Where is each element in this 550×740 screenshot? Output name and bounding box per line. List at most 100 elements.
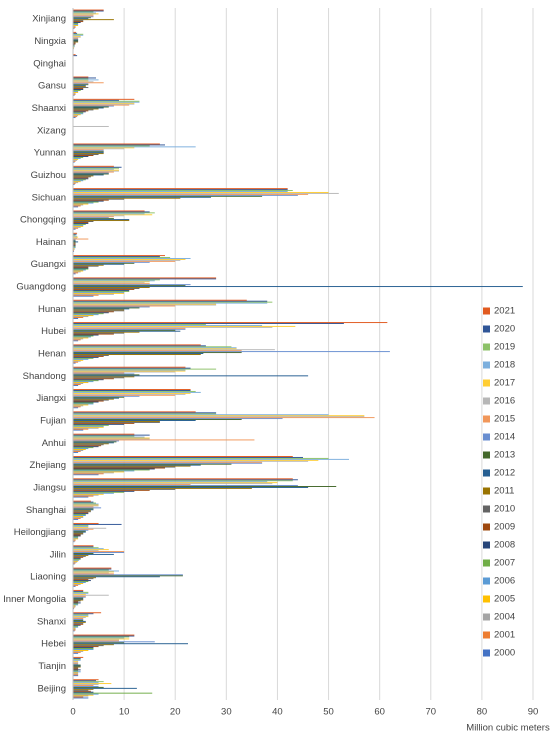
- bar: [73, 269, 86, 271]
- bar: [73, 80, 89, 82]
- bar: [73, 423, 125, 425]
- bar: [73, 77, 96, 79]
- bar: [73, 531, 86, 533]
- bar: [73, 573, 114, 575]
- bar: [73, 581, 89, 583]
- bar: [73, 402, 94, 404]
- bar: [73, 510, 91, 512]
- legend-label: 2001: [494, 630, 515, 641]
- bar: [73, 490, 135, 492]
- bar: [73, 14, 94, 16]
- bar: [73, 38, 79, 40]
- bar: [73, 329, 176, 331]
- bar: [73, 492, 114, 494]
- bar: [73, 393, 186, 395]
- bar: [73, 670, 79, 672]
- bar: [73, 657, 81, 659]
- y-tick-label: Hubei: [41, 326, 66, 337]
- legend-label: 2021: [494, 306, 515, 317]
- y-tick-label: Gansu: [38, 81, 66, 92]
- bar: [73, 16, 94, 18]
- bar: [73, 280, 155, 282]
- bar: [73, 401, 99, 403]
- legend-swatch: [483, 649, 490, 657]
- bar: [73, 243, 76, 245]
- legend-label: 2014: [494, 432, 515, 443]
- bar: [73, 200, 104, 202]
- bar: [73, 416, 365, 418]
- bar: [73, 349, 275, 351]
- bar: [73, 489, 150, 491]
- bar: [73, 491, 125, 493]
- bar: [73, 82, 104, 84]
- y-tick-label: Heilongjiang: [14, 527, 66, 538]
- bar: [73, 35, 81, 37]
- bar: [73, 663, 79, 665]
- bar: [73, 210, 145, 212]
- bar: [73, 466, 176, 468]
- bar: [73, 226, 81, 228]
- bar: [73, 420, 196, 421]
- bar: [73, 125, 109, 127]
- bar: [73, 500, 91, 502]
- bar: [73, 379, 104, 381]
- bar: [73, 468, 155, 470]
- bar: [73, 295, 94, 297]
- bar: [73, 381, 94, 383]
- bar: [73, 646, 99, 648]
- legend-swatch: [483, 577, 490, 585]
- bar: [73, 444, 104, 446]
- bar: [73, 211, 150, 213]
- bar: [73, 391, 201, 393]
- bar: [73, 90, 79, 92]
- bar: [73, 220, 130, 222]
- bar: [73, 373, 135, 375]
- bar: [73, 115, 79, 117]
- bar: [73, 23, 79, 24]
- bar: [73, 192, 339, 194]
- bar: [73, 397, 119, 399]
- x-tick-label: 70: [425, 707, 436, 718]
- bar: [73, 259, 181, 261]
- bar: [73, 524, 89, 526]
- bar: [73, 597, 84, 599]
- bar: [73, 178, 89, 180]
- legend-swatch: [483, 559, 490, 567]
- bar: [73, 257, 171, 258]
- bar: [73, 168, 114, 170]
- bar: [73, 399, 109, 401]
- bar: [73, 694, 94, 696]
- bar: [73, 317, 84, 318]
- bar: [73, 530, 86, 532]
- bar: [73, 384, 81, 385]
- legend-swatch: [483, 469, 490, 477]
- bar: [73, 601, 79, 603]
- bar: [73, 572, 109, 574]
- legend-swatch: [483, 361, 490, 369]
- bar: [73, 310, 125, 312]
- bar: [73, 383, 84, 385]
- bar: [73, 532, 84, 534]
- bar: [73, 418, 283, 420]
- bar: [73, 171, 114, 173]
- legend-swatch: [483, 415, 490, 423]
- bar: [73, 20, 84, 22]
- bar: [73, 567, 112, 569]
- bar: [73, 435, 135, 437]
- bar: [73, 91, 79, 93]
- bar: [73, 571, 114, 573]
- bar: [73, 540, 76, 542]
- bar: [73, 55, 78, 57]
- bar: [73, 78, 89, 80]
- bar: [73, 660, 79, 662]
- bar: [73, 146, 196, 148]
- bar: [73, 693, 99, 695]
- bar: [73, 505, 99, 507]
- bar: [73, 17, 91, 19]
- bar: [73, 255, 165, 257]
- bar: [73, 406, 81, 408]
- bar: [73, 300, 268, 302]
- bar: [73, 102, 135, 104]
- bar: [73, 644, 114, 646]
- bar: [73, 415, 365, 417]
